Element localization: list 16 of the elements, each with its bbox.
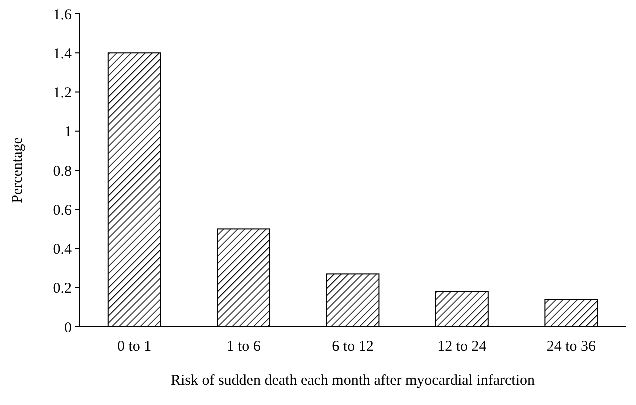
x-tick-label: 12 to 24 <box>438 339 488 355</box>
y-tick-label: 0.8 <box>53 164 72 180</box>
x-axis-title: Risk of sudden death each month after myocardial infarction <box>170 373 536 389</box>
y-tick-label: 1.2 <box>53 86 72 102</box>
x-tick-label: 1 to 6 <box>226 339 262 355</box>
y-tick-label: 1.6 <box>53 7 72 24</box>
x-tick-label: 0 to 1 <box>118 339 152 355</box>
y-axis-title: Percentage <box>10 137 26 204</box>
y-tick-label: 1 <box>64 124 72 141</box>
x-tick-label: 6 to 12 <box>332 339 374 355</box>
y-tick-label: 1.4 <box>53 46 72 62</box>
y-tick-label: 0.2 <box>53 281 72 298</box>
y-tick-label: 0.6 <box>53 202 72 219</box>
x-tick-label: 24 to 36 <box>546 339 596 355</box>
y-tick-label: 0.4 <box>53 242 72 258</box>
y-tick-label: 0 <box>64 320 72 336</box>
